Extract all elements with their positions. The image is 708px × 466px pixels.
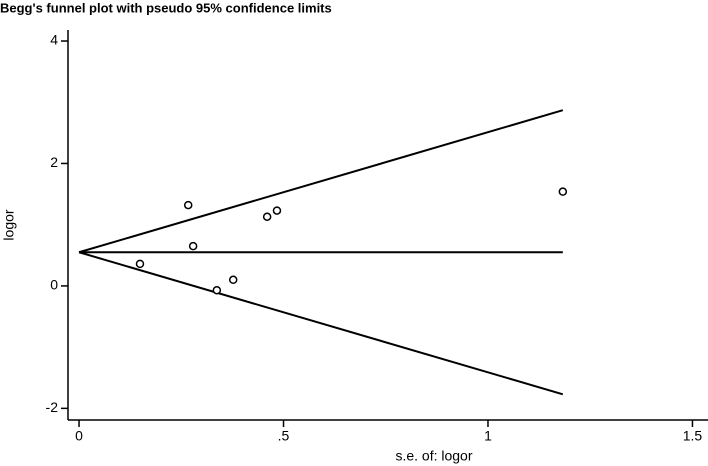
chart-title: Begg's funnel plot with pseudo 95% confi… [0, 0, 332, 15]
y-tick-label: 4 [50, 32, 58, 48]
data-point [262, 212, 272, 221]
confidence-line [78, 109, 564, 254]
y-tick-label: 0 [50, 277, 58, 293]
data-point [135, 259, 145, 269]
x-tick-label: 1.5 [683, 428, 703, 444]
y-tick-label: 2 [50, 154, 58, 170]
data-point [228, 275, 238, 285]
x-tick-label: 1 [484, 428, 492, 444]
data-point [188, 241, 198, 251]
y-tick-label: -2 [46, 399, 59, 415]
x-axis-label: s.e. of: logor [395, 448, 472, 464]
data-point [183, 200, 193, 210]
confidence-line [78, 251, 564, 396]
data-point [272, 206, 282, 215]
x-tick-label: .5 [278, 428, 290, 444]
data-point [558, 187, 568, 196]
x-tick-label: 0 [75, 428, 83, 444]
data-point [212, 285, 222, 295]
y-axis-label: logor [1, 209, 17, 240]
